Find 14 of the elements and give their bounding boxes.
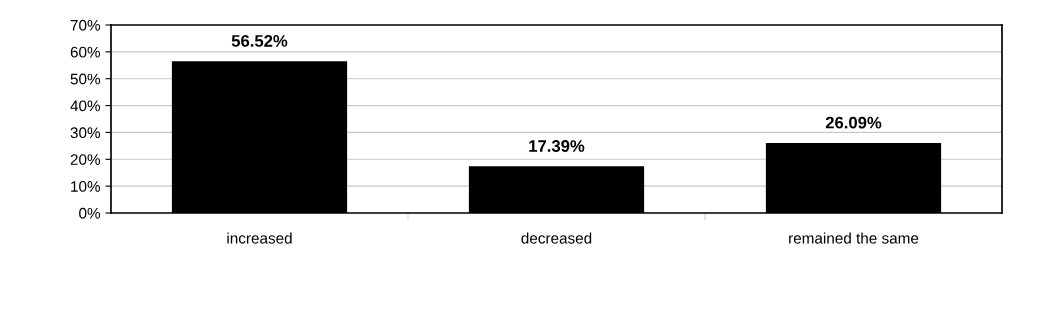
data-label: 56.52% [231,35,288,47]
y-tick-label: 30% [70,127,101,139]
x-tick-label: increased [227,232,292,244]
y-tick-label: 40% [70,100,101,112]
y-tick-label: 0% [79,207,101,219]
x-tick-label: decreased [521,232,592,244]
data-label: 26.09% [825,116,882,129]
y-tick-label: 10% [71,181,101,192]
y-tick-label: 60% [70,46,101,58]
x-tick-label: remained the same [789,232,919,244]
y-tick-label: 70% [70,19,101,31]
y-tick-label: 50% [70,73,101,85]
data-label: 17.39% [529,140,585,152]
y-tick-label: 20% [70,154,101,165]
